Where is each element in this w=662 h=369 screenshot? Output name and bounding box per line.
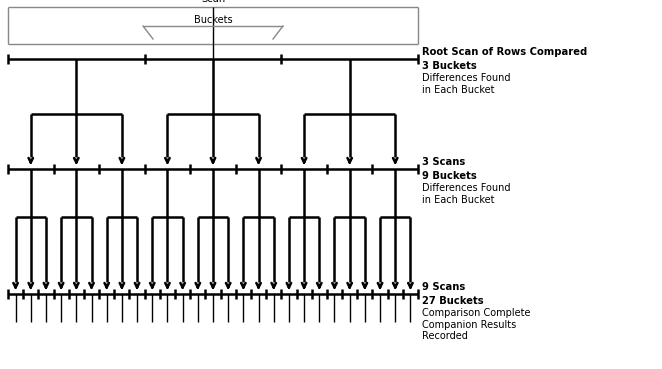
Text: Scan: Scan bbox=[201, 0, 225, 4]
Text: Differences Found
in Each Bucket: Differences Found in Each Bucket bbox=[422, 73, 510, 94]
Text: 9 Buckets: 9 Buckets bbox=[422, 171, 477, 181]
Text: Differences Found
in Each Bucket: Differences Found in Each Bucket bbox=[422, 183, 510, 204]
Text: 9 Scans: 9 Scans bbox=[422, 282, 465, 292]
Text: Comparison Complete
Companion Results
Recorded: Comparison Complete Companion Results Re… bbox=[422, 308, 530, 341]
Text: 3 Buckets: 3 Buckets bbox=[422, 61, 477, 71]
Text: 27 Buckets: 27 Buckets bbox=[422, 296, 484, 306]
Text: Buckets: Buckets bbox=[194, 15, 232, 25]
Text: 3 Scans: 3 Scans bbox=[422, 157, 465, 167]
Text: Root Scan of Rows Compared: Root Scan of Rows Compared bbox=[422, 47, 587, 57]
